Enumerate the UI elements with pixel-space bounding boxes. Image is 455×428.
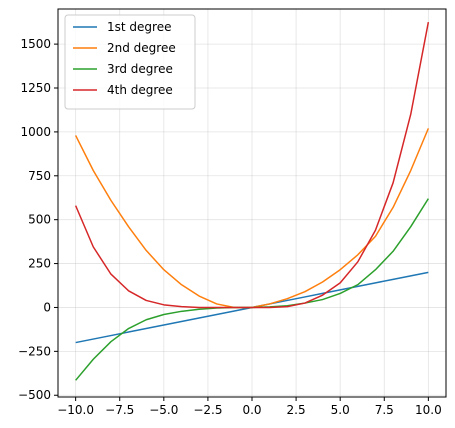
y-tick-label: 1000 (20, 125, 51, 139)
legend-label: 3rd degree (107, 62, 173, 76)
x-axis-ticks: −10.0 −7.5 −5.0 −2.5 0.0 2.5 5.0 7.5 10.0 (57, 397, 442, 417)
y-tick-label: 750 (28, 169, 51, 183)
legend-label: 1st degree (107, 20, 171, 34)
x-tick-label: 5.0 (331, 403, 350, 417)
y-tick-label: 250 (28, 257, 51, 271)
y-tick-label: 1500 (20, 37, 51, 51)
x-tick-label: 2.5 (287, 403, 306, 417)
y-tick-label: −500 (18, 388, 51, 402)
legend-label: 4th degree (107, 83, 173, 97)
x-tick-label: 0.0 (242, 403, 261, 417)
series-line-4 (74, 22, 430, 309)
x-tick-label: −10.0 (57, 403, 94, 417)
x-tick-label: −2.5 (193, 403, 222, 417)
y-tick-label: 1250 (20, 81, 51, 95)
x-tick-label: 10.0 (415, 403, 442, 417)
y-axis-ticks: −500 −250 0 250 500 750 1000 1250 1500 (18, 37, 58, 402)
y-tick-label: 0 (43, 300, 51, 314)
legend: 1st degree 2nd degree 3rd degree 4th degree (64, 14, 196, 110)
y-tick-label: 500 (28, 213, 51, 227)
legend-box (64, 14, 196, 110)
x-tick-label: −5.0 (149, 403, 178, 417)
x-tick-label: −7.5 (105, 403, 134, 417)
series-lines (74, 22, 430, 381)
x-tick-label: 7.5 (375, 403, 394, 417)
y-tick-label: −250 (18, 344, 51, 358)
legend-label: 2nd degree (107, 41, 176, 55)
